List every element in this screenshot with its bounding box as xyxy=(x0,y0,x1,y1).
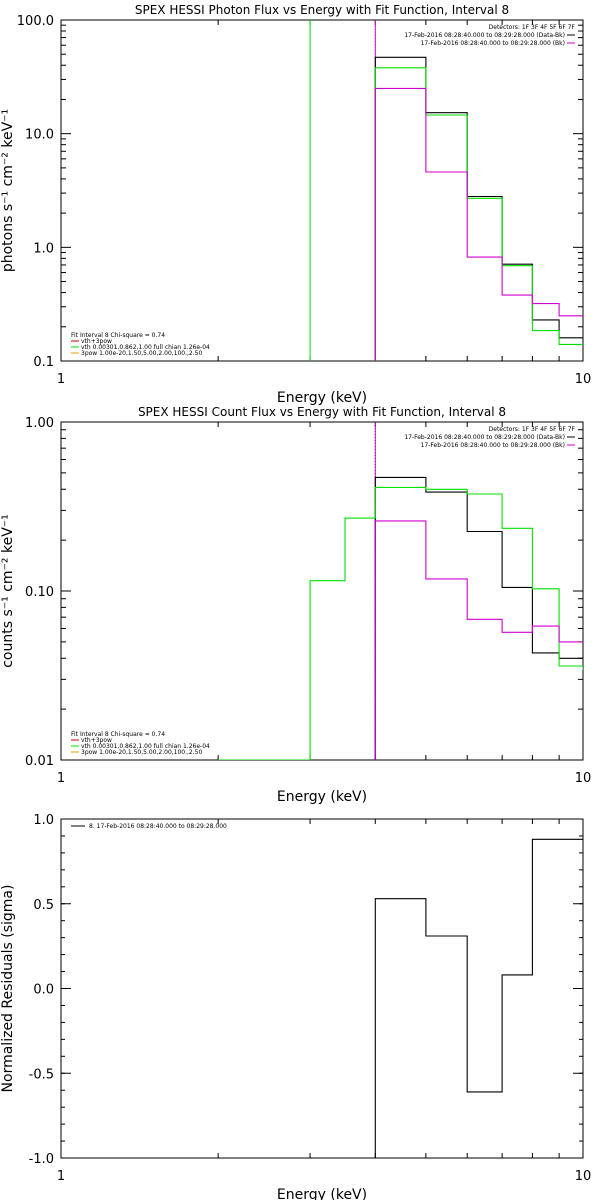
y-tick-label: 1.0 xyxy=(33,241,54,256)
legend-entry-text: 17-Feb-2016 08:28:40.000 to 08:29:28.000… xyxy=(404,32,565,39)
x-axis-label: Energy (keV) xyxy=(277,390,367,406)
plot-frame xyxy=(60,818,584,1159)
legend-header: Fit Interval 8 Chi-square = 0.74 xyxy=(71,731,165,738)
count-flux-panel: 1 10 0.01 0.10 1.00 SPEX HESSI Count Flux vs … xyxy=(0,405,591,805)
x-tick-label: 1 xyxy=(57,1169,65,1184)
legend-entry-text: vth 0.00301,0.862,1.00 full chian 1.26e-… xyxy=(81,344,210,351)
y-tick-label: 0.10 xyxy=(25,585,54,600)
legend-header: Detectors: 1F 3F 4F 5F 6F 7F xyxy=(489,24,576,31)
series-line xyxy=(374,838,583,1158)
legend-entry-text: vth 0.00301,0.862,1.00 full chian 1.26e-… xyxy=(81,743,210,750)
legend-entry-text: 17-Feb-2016 08:28:40.000 to 08:29:28.000… xyxy=(404,434,565,441)
residuals-panel: 1 10 -1.0 -0.5 0.0 0.5 1.0 Energy (keV) Normaliz… xyxy=(0,813,591,1200)
x-tick-label: 10 xyxy=(575,771,592,786)
legend-entry-text: 17-Feb-2016 08:28:40.000 to 08:29:28.000… xyxy=(421,442,565,449)
chart-title: SPEX HESSI Photon Flux vs Energy with Fi… xyxy=(135,3,509,17)
y-tick-label: 0.5 xyxy=(33,898,54,913)
y-tick-label: 1.00 xyxy=(25,416,54,431)
x-axis-label: Energy (keV) xyxy=(277,1187,367,1200)
plot-area xyxy=(218,422,583,760)
legend-entry-text: 3pow 1.00e-20,1.50,5.00,2.00,100.,2.50 xyxy=(81,749,202,756)
legend-entry-text: 3pow 1.00e-20,1.50,5.00,2.00,100.,2.50 xyxy=(81,350,202,357)
legend-header: Fit Interval 8 Chi-square = 0.74 xyxy=(71,332,165,339)
series-line xyxy=(374,87,583,361)
y-tick-label: 0.01 xyxy=(25,754,54,769)
x-axis-label: Energy (keV) xyxy=(277,789,367,805)
plot-area xyxy=(309,20,583,361)
x-tick-label: 1 xyxy=(57,771,65,786)
legend-entry-text: 8. 17-Feb-2016 08:28:40.000 to 08:29:28.… xyxy=(89,823,227,830)
series-line xyxy=(374,56,583,361)
legend-entry-text: 17-Feb-2016 08:28:40.000 to 08:29:28.000… xyxy=(421,40,565,47)
x-tick-label: 10 xyxy=(575,1169,592,1184)
y-tick-label: 10.0 xyxy=(25,128,54,143)
y-axis-label: photons s⁻¹ cm⁻² keV⁻¹ xyxy=(0,109,16,272)
legend-entry-text: vth+3pow xyxy=(81,737,112,744)
y-tick-label: 100.0 xyxy=(17,14,54,29)
plot-area xyxy=(374,838,583,1158)
series-line xyxy=(374,67,583,361)
y-tick-label: 1.0 xyxy=(33,813,54,828)
y-tick-label: 0.0 xyxy=(33,983,54,998)
y-tick-label: -1.0 xyxy=(29,1152,54,1167)
photon-flux-panel: 1 10 0.1 1.0 10.0 100.0 SPEX HESSI Photon Flux… xyxy=(0,3,591,406)
series-line xyxy=(218,486,583,760)
plot-frame xyxy=(60,421,584,761)
y-axis-label: counts s⁻¹ cm⁻² keV⁻¹ xyxy=(0,514,16,668)
chart-title: SPEX HESSI Count Flux vs Energy with Fit… xyxy=(138,405,506,419)
y-tick-label: -0.5 xyxy=(29,1067,54,1082)
series-line xyxy=(374,476,583,760)
series-line xyxy=(374,520,583,760)
legend-header: Detectors: 1F 3F 4F 5F 6F 7F xyxy=(489,426,576,433)
y-axis-label: Normalized Residuals (sigma) xyxy=(0,885,16,1093)
legend-entry-text: vth+3pow xyxy=(81,338,112,345)
y-tick-label: 0.1 xyxy=(33,355,54,370)
plot-frame xyxy=(60,19,584,362)
x-tick-label: 1 xyxy=(57,372,65,387)
x-tick-label: 10 xyxy=(575,372,592,387)
